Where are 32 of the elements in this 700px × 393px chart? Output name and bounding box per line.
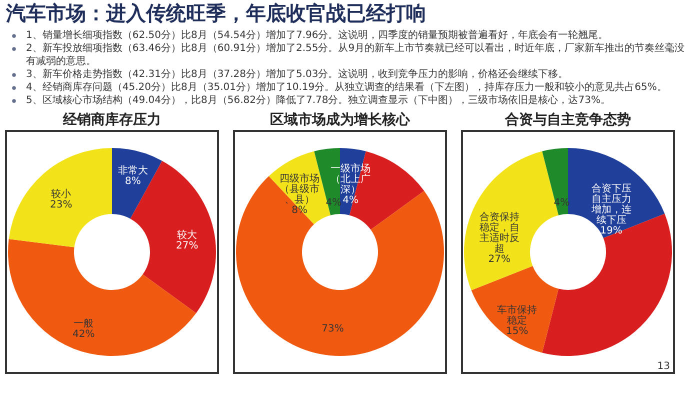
data-label: 15%: [506, 326, 528, 337]
slice-label: 四级市场（县级市、县）: [280, 172, 320, 206]
chart-title: 经销商库存压力: [62, 111, 161, 128]
text: 3、新车价格走势指数（42.31分）比8月（37.28分）增加了5.03分。这说明，收到竞争压力的影响，价格还会继续下移。: [26, 68, 568, 80]
data-label: 73%: [322, 324, 344, 335]
data-label: 42%: [72, 329, 95, 340]
slice-label: 较小: [51, 188, 72, 200]
data-label: 27%: [488, 254, 511, 266]
text: 4、经销商库存问题（45.20分）比8月（35.01分）增加了10.19分。从独立调查的结果看（下左图），持库存压力一般和较小的意见共占65%。: [26, 81, 667, 93]
donut-slice: [8, 238, 196, 356]
slice-label: 合资下压自主压力增加，连续下压: [590, 182, 632, 226]
donut-slice: [8, 148, 112, 248]
data-label: 27%: [176, 240, 198, 252]
text: 13: [657, 361, 670, 372]
text: 汽车市场：进入传统旺季，年底收官战已经打响: [5, 1, 426, 25]
chart-title: 合资与自主竞争态势: [504, 111, 631, 128]
slice-label: 非常大: [118, 164, 148, 177]
slice-label: 较大: [177, 229, 198, 242]
donut-slice: [542, 148, 568, 216]
donut-slice: [471, 266, 559, 353]
chart-title: 区域市场成为增长核心: [270, 111, 411, 128]
data-label: 19%: [600, 225, 622, 236]
text: 5、区域核心市场结构（49.04分），比8月（56.82分）降低了7.78分。独立调查显示（下中图），三级市场依旧是核心，达73%。: [26, 94, 610, 106]
slice-label: 合资保持稳定，自主适时反超: [479, 211, 520, 255]
data-label: 23%: [50, 200, 72, 211]
slice-label: 车市保持稳定: [497, 304, 538, 326]
donut-slice: [542, 214, 672, 356]
text: 2、新车投放细项指数（63.46分）比8月（60.91分）增加了2.55分。从9月的新车上市节奏就已经可以看出，时近年底，厂家新车推出的节奏丝毫没有减弱的意思。: [26, 42, 685, 67]
data-label: 8%: [124, 176, 141, 188]
donut-slice: [112, 148, 162, 219]
text: 1、销量增长细项指数（62.50分）比8月（54.54分）增加了7.96分。这说明，四季度的销量预期被普遍看好，年底会有一轮翘尾。: [26, 29, 608, 41]
slice-label: 一般: [74, 318, 94, 330]
